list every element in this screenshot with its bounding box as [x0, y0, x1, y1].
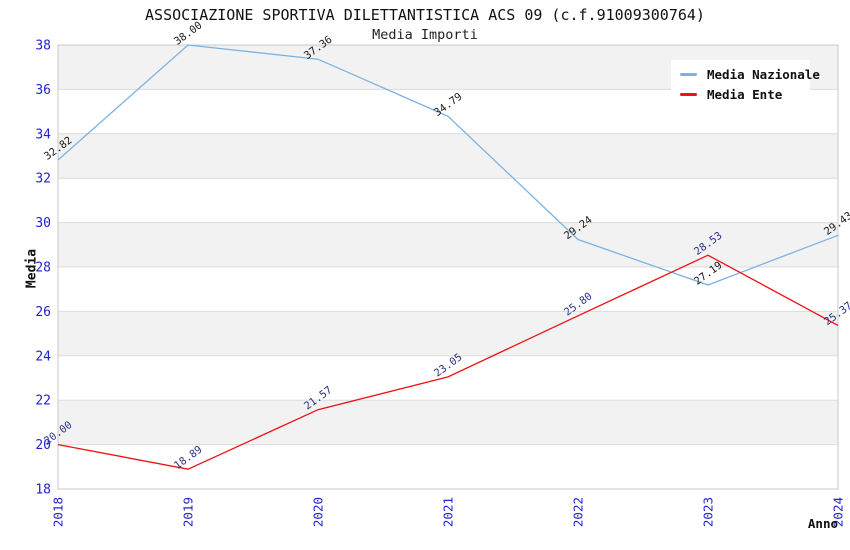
- x-tick-label: 2021: [441, 497, 456, 527]
- plot-band: [58, 222, 838, 267]
- legend-item-media-nazionale: Media Nazionale: [671, 64, 820, 84]
- x-tick-label: 2022: [571, 497, 586, 527]
- y-tick-label: 28: [35, 261, 51, 276]
- plot-band: [58, 400, 838, 445]
- y-tick-label: 26: [35, 305, 51, 320]
- y-tick-label: 20: [35, 438, 51, 453]
- plot-band: [58, 311, 838, 356]
- series-line-media-nazionale: [57, 44, 839, 286]
- y-tick-label: 36: [35, 83, 51, 98]
- y-tick-label: 24: [35, 349, 51, 364]
- chart-title: ASSOCIAZIONE SPORTIVA DILETTANTISTICA AC…: [145, 6, 705, 24]
- chart-subtitle: Media Importi: [372, 27, 478, 43]
- x-tick-label: 2023: [701, 497, 716, 527]
- data-point-label: 38.00: [172, 19, 205, 47]
- x-tick-label: 2019: [181, 497, 196, 527]
- media-nazionale-line-swatch: [680, 72, 697, 76]
- y-tick-label: 34: [35, 127, 51, 142]
- y-tick-label: 32: [35, 172, 51, 187]
- y-tick-label: 22: [35, 394, 51, 409]
- plot-band: [58, 133, 838, 179]
- x-tick-label: 2020: [311, 497, 326, 527]
- media-ente-line-swatch: [680, 92, 697, 96]
- x-tick-label: 2024: [831, 497, 846, 527]
- y-axis-label: Media: [24, 248, 40, 289]
- legend-label: Media Nazionale: [707, 66, 820, 82]
- y-tick-label: 38: [35, 39, 51, 54]
- x-axis-label: Anno: [807, 516, 838, 531]
- y-tick-label: 30: [35, 216, 51, 231]
- x-tick-label: 2018: [51, 497, 66, 527]
- plot-frame: [57, 44, 839, 490]
- legend: Media Nazionale Media Ente: [671, 60, 820, 106]
- legend-label: Media Ente: [707, 86, 783, 102]
- legend-item-media-ente: Media Ente: [671, 84, 810, 104]
- y-tick-label: 18: [35, 483, 51, 498]
- series-line-media-ente: [57, 254, 839, 470]
